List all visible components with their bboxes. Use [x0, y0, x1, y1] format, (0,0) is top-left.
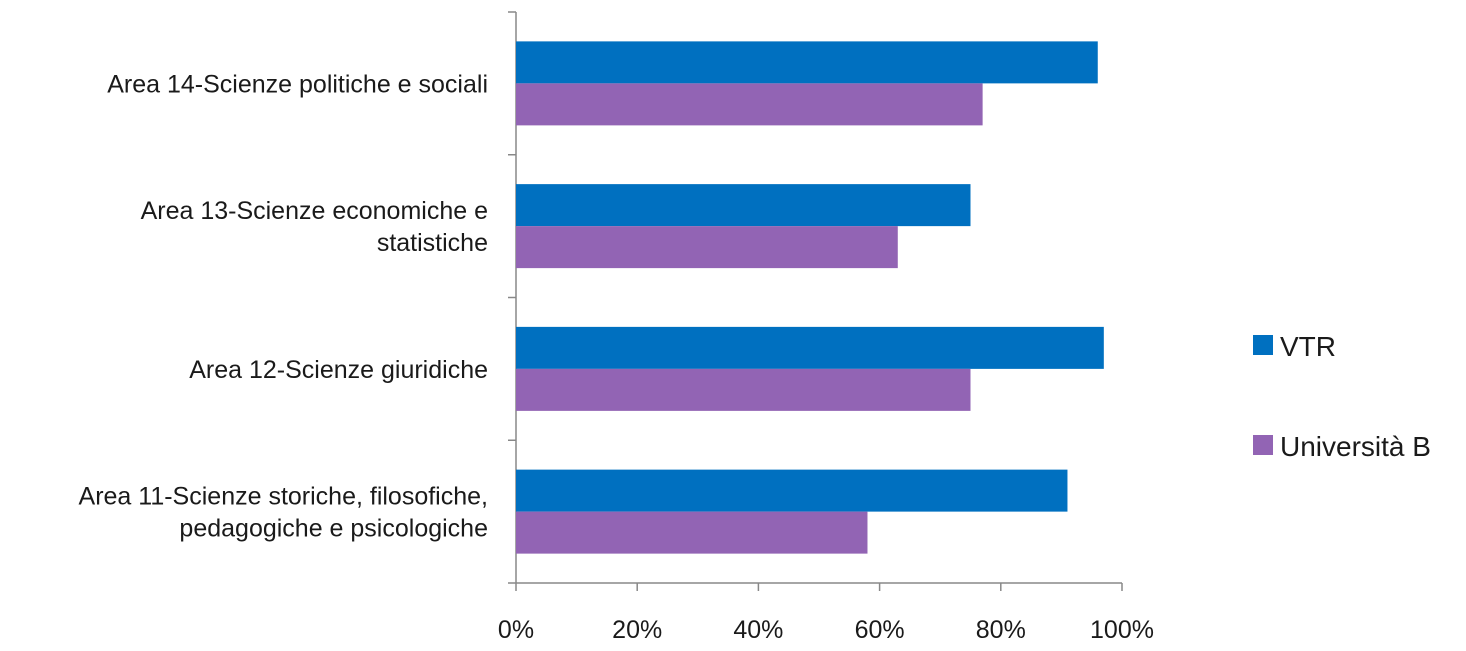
x-tick-label: 0%	[498, 616, 534, 644]
x-tick-label: 60%	[855, 616, 905, 644]
category-label: Area 14-Scienze politiche e sociali	[107, 70, 488, 98]
bars	[516, 41, 1104, 554]
legend-swatch	[1253, 435, 1273, 455]
legend-label: Università B	[1280, 431, 1431, 462]
x-tick-label: 80%	[976, 616, 1026, 644]
legend-label: VTR	[1280, 331, 1336, 362]
x-tick-label: 100%	[1090, 616, 1154, 644]
bar-universita-b	[516, 83, 983, 126]
x-tick-labels: 0% 20% 40% 60% 80% 100%	[498, 616, 1154, 644]
bar-vtr	[516, 469, 1068, 512]
bar-universita-b	[516, 368, 971, 411]
bar-universita-b	[516, 511, 868, 554]
bar-vtr	[516, 184, 971, 227]
bar-vtr	[516, 326, 1104, 369]
category-labels: Area 14-Scienze politiche e sociali Area …	[79, 70, 488, 542]
category-label: Area 11-Scienze storiche, filosofiche,	[79, 483, 488, 511]
bar-universita-b	[516, 226, 898, 269]
category-label: Area 13-Scienze economiche e	[141, 197, 488, 225]
category-label: pedagogiche e psicologiche	[179, 515, 488, 543]
category-label: statistiche	[377, 229, 488, 257]
bar-vtr	[516, 41, 1098, 84]
legend: VTR Università B	[1253, 331, 1431, 462]
category-label: Area 12-Scienze giuridiche	[189, 356, 488, 384]
x-tick-label: 40%	[733, 616, 783, 644]
x-tick-label: 20%	[612, 616, 662, 644]
legend-swatch	[1253, 335, 1273, 355]
